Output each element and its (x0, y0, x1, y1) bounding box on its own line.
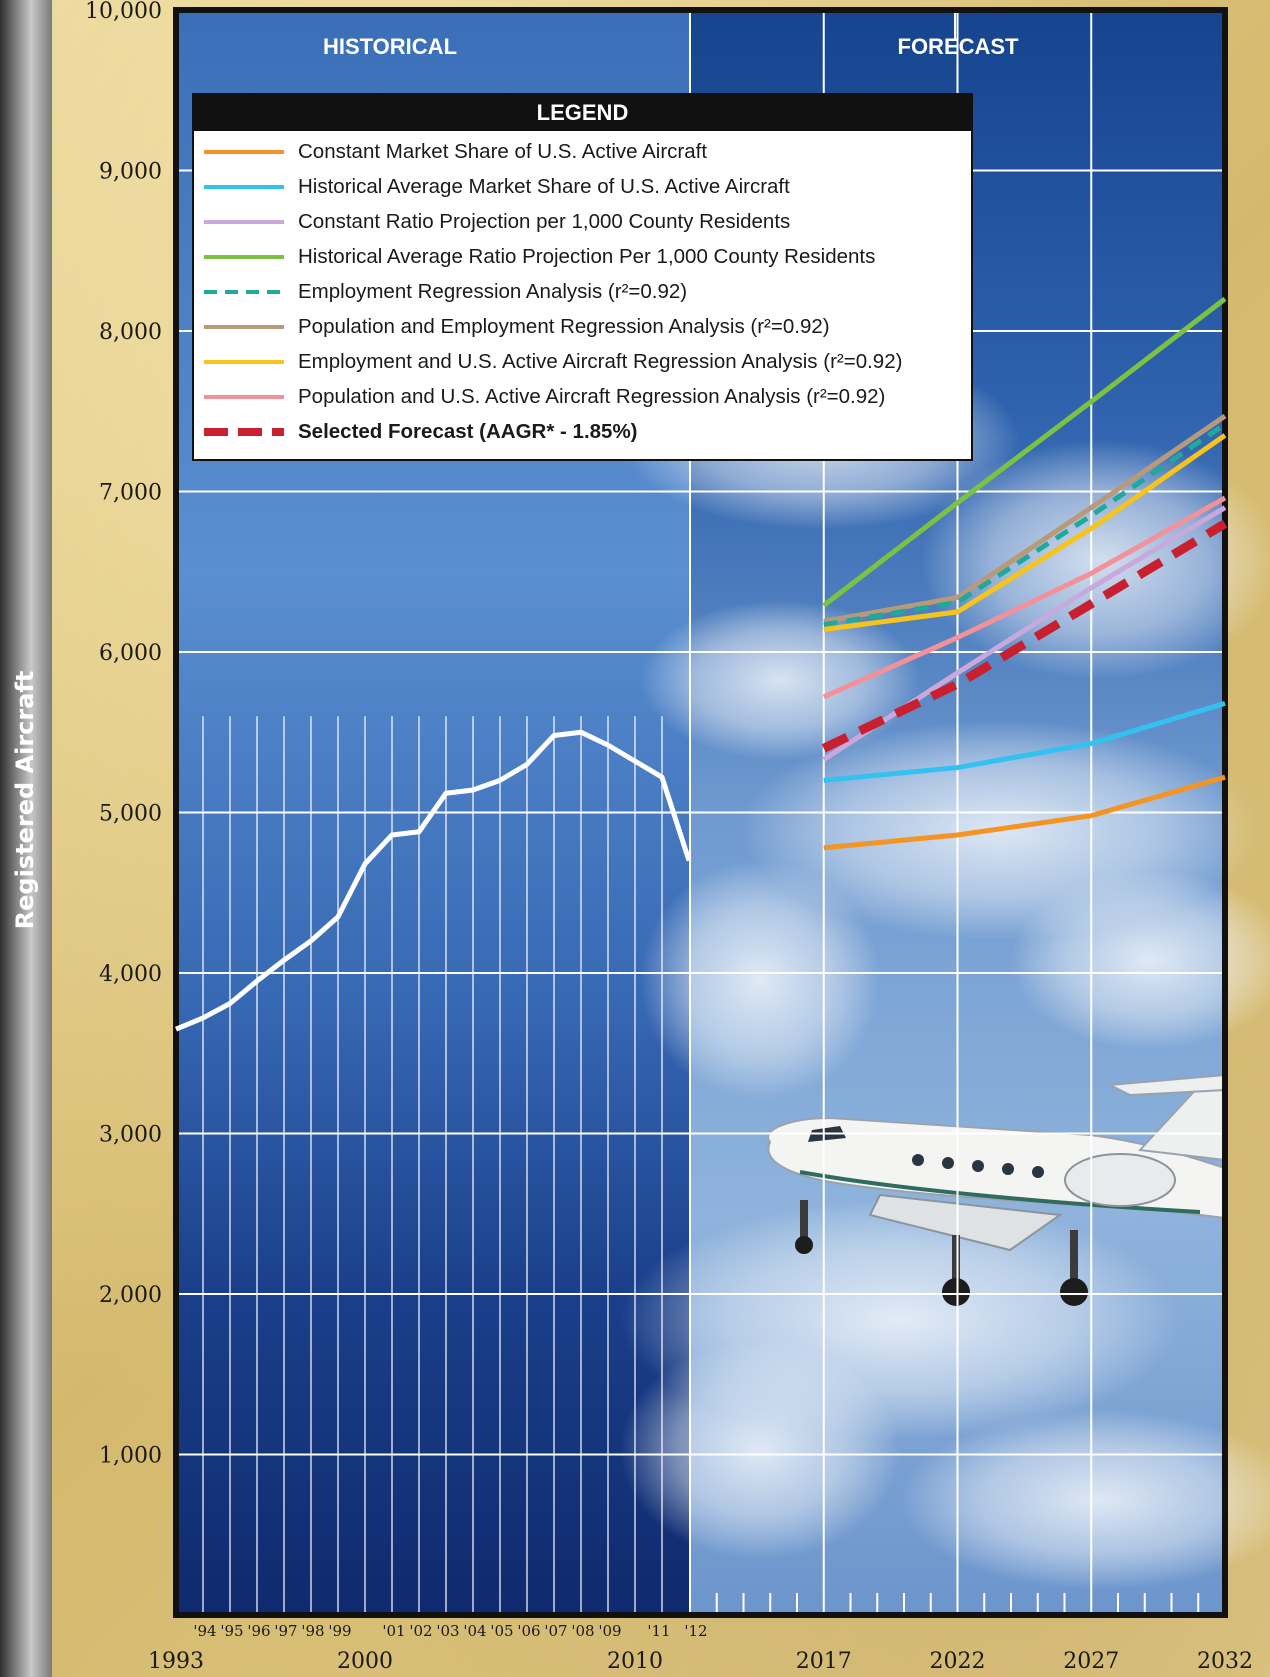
x-major-label: 2000 (337, 1649, 393, 1674)
x-minor-label: '05 (490, 1622, 513, 1640)
x-minor-label: '96 (247, 1622, 270, 1640)
x-minor-label: '06 (517, 1622, 540, 1640)
y-tick-label: 7,000 (99, 481, 162, 506)
legend-item: Historical Average Market Share of U.S. … (204, 170, 790, 204)
y-axis-title-bar (0, 0, 52, 1677)
series-line (823, 700, 1226, 783)
series-line (822, 495, 1227, 700)
legend-label: Selected Forecast (AAGR* - 1.85%) (298, 420, 638, 443)
legend-item: Selected Forecast (AAGR* - 1.85%) (204, 415, 638, 449)
jet-aircraft-image (767, 1073, 1226, 1306)
x-minor-label: '02 (409, 1622, 432, 1640)
y-tick-label: 8,000 (99, 320, 162, 345)
x-minor-label: '94 (193, 1622, 216, 1640)
legend-swatch (204, 317, 284, 337)
legend-swatch (204, 177, 284, 197)
legend-item: Constant Market Share of U.S. Active Air… (204, 135, 707, 169)
x-minor-label: '97 (274, 1622, 297, 1640)
plot-frame (173, 7, 1228, 1618)
y-tick-label: 6,000 (99, 641, 162, 666)
series-line (823, 774, 1226, 851)
x-minor-label: '03 (436, 1622, 459, 1640)
y-tick-label: 2,000 (99, 1283, 162, 1308)
legend-item: Employment and U.S. Active Aircraft Regr… (204, 345, 902, 379)
series-line (823, 414, 1227, 624)
legend-swatch (204, 212, 284, 232)
legend-label: Employment Regression Analysis (r²=0.92) (298, 280, 688, 303)
legend-swatch (204, 247, 284, 267)
legend-swatch (204, 142, 284, 162)
x-major-label: 2027 (1063, 1649, 1119, 1674)
y-tick-label: 10,000 (85, 0, 162, 24)
legend-label: Historical Average Market Share of U.S. … (298, 175, 790, 198)
x-minor-label: '12 (684, 1622, 707, 1640)
legend-swatch (204, 282, 284, 302)
y-axis-title: Registered Aircraft (11, 671, 39, 930)
x-minor-label: '98 (301, 1622, 324, 1640)
y-tick-label: 4,000 (99, 962, 162, 987)
y-tick-label: 1,000 (99, 1444, 162, 1469)
x-minor-label: '95 (220, 1622, 243, 1640)
series-line (822, 296, 1227, 608)
legend-swatch (204, 422, 284, 442)
legend-title: LEGEND (194, 95, 971, 131)
x-major-label: 2017 (796, 1649, 852, 1674)
legend-label: Employment and U.S. Active Aircraft Regr… (298, 350, 903, 373)
series-line (821, 519, 1228, 753)
legend-item: Historical Average Ratio Projection Per … (204, 240, 875, 274)
legend-item: Employment Regression Analysis (r²=0.92) (204, 275, 687, 309)
historical-label: HISTORICAL (323, 34, 457, 59)
series (175, 296, 1228, 1032)
legend-label: Historical Average Ratio Projection Per … (298, 245, 876, 268)
series-line (822, 505, 1227, 762)
x-minor-label: '09 (598, 1622, 621, 1640)
legend-swatch (204, 387, 284, 407)
legend-item: Population and Employment Regression Ana… (204, 310, 830, 344)
x-major-label: 2010 (607, 1649, 663, 1674)
legend-label: Constant Ratio Projection per 1,000 Coun… (298, 210, 791, 233)
legend-label: Population and Employment Regression Ana… (298, 315, 830, 338)
legend-item: Population and U.S. Active Aircraft Regr… (204, 380, 885, 414)
x-major-label: 2032 (1197, 1649, 1253, 1674)
y-tick-label: 5,000 (99, 802, 162, 827)
legend: LEGEND Constant Market Share of U.S. Act… (192, 93, 973, 461)
legend-label: Population and U.S. Active Aircraft Regr… (298, 385, 886, 408)
legend-item: Constant Ratio Projection per 1,000 Coun… (204, 205, 790, 239)
x-minor-label: '04 (463, 1622, 486, 1640)
x-major-label: 2022 (930, 1649, 986, 1674)
series-historical (175, 729, 692, 1032)
axes: 1,000 2,000 3,000 4,000 5,000 6,000 7,000 8,000… (85, 0, 1253, 1674)
series-line (823, 422, 1227, 628)
y-tick-label: 9,000 (99, 160, 162, 185)
x-major-label: 1993 (148, 1649, 204, 1674)
x-minor-label: '99 (328, 1622, 351, 1640)
x-minor-label: '11 (647, 1622, 670, 1640)
x-minor-label: '08 (571, 1622, 594, 1640)
x-minor-label: '01 (382, 1622, 405, 1640)
x-minor-label: '07 (544, 1622, 567, 1640)
legend-swatch (204, 352, 284, 372)
forecast-label: FORECAST (898, 34, 1020, 59)
y-tick-label: 3,000 (99, 1123, 162, 1148)
series-line (823, 433, 1227, 633)
legend-label: Constant Market Share of U.S. Active Air… (298, 140, 708, 163)
